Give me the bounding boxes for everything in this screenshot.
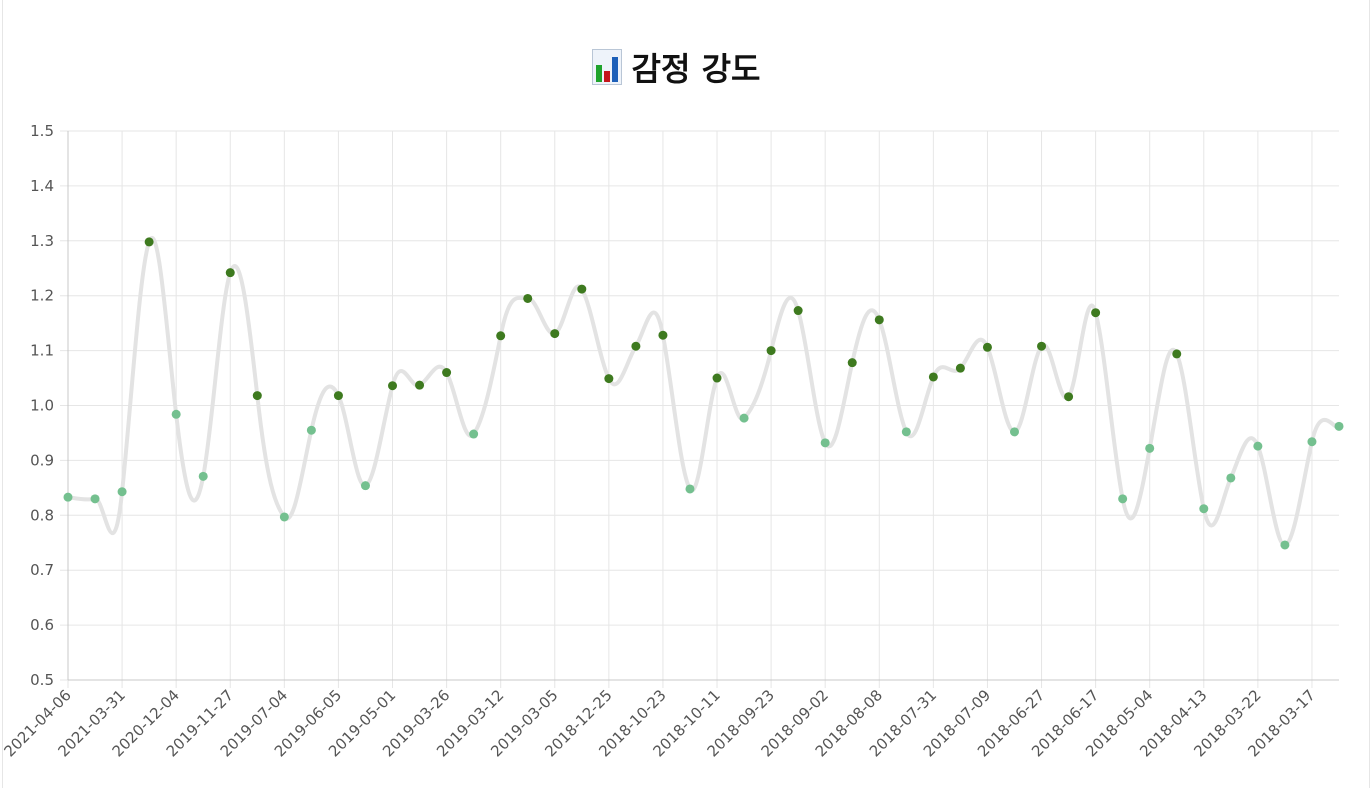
axes	[67, 131, 1339, 681]
data-point	[1226, 473, 1236, 483]
chart-title-area: 감정 강도	[0, 44, 1352, 90]
y-tick-label: 0.5	[30, 671, 54, 689]
data-point	[1307, 437, 1317, 447]
data-point	[955, 363, 965, 373]
bar-chart-icon	[591, 49, 622, 85]
data-point	[1118, 494, 1128, 504]
y-tick-label: 1.3	[30, 232, 54, 250]
data-point	[1199, 504, 1209, 514]
data-point	[1037, 341, 1047, 351]
data-point	[63, 492, 73, 502]
data-point	[766, 346, 776, 356]
data-point	[252, 391, 262, 401]
y-tick-label: 0.6	[30, 616, 54, 634]
data-point	[739, 413, 749, 423]
data-point	[685, 484, 695, 494]
data-point	[550, 329, 560, 339]
data-point	[712, 373, 722, 383]
grid-lines	[60, 130, 1339, 688]
data-point	[793, 306, 803, 316]
data-point	[225, 268, 235, 278]
data-point	[1009, 427, 1019, 437]
data-point	[90, 494, 100, 504]
series-line-path	[66, 236, 1341, 547]
data-point	[1280, 540, 1290, 550]
y-tick-label: 1.1	[30, 342, 54, 360]
data-point	[523, 293, 533, 303]
data-point	[171, 409, 181, 419]
series-line	[66, 236, 1341, 547]
data-point	[388, 381, 398, 391]
data-point	[1334, 421, 1344, 431]
y-axis-tick-labels: 0.5 0.6 0.7 0.8 0.9 1.0 1.1 1.2 1.3 1.4 1.5	[30, 122, 54, 689]
data-point	[1091, 308, 1101, 318]
data-point	[928, 372, 938, 382]
data-point	[415, 380, 425, 390]
data-point	[604, 374, 614, 384]
data-point	[631, 341, 641, 351]
data-point	[144, 237, 154, 247]
data-point	[1253, 441, 1263, 451]
data-point	[496, 331, 506, 341]
data-point	[577, 284, 587, 294]
data-point	[658, 330, 668, 340]
data-point	[1064, 392, 1074, 402]
data-points	[63, 237, 1344, 550]
y-tick-label: 1.0	[30, 397, 54, 415]
data-point	[117, 487, 127, 497]
chart-title-row: 감정 강도	[591, 44, 761, 90]
data-point	[901, 427, 911, 437]
data-point	[982, 342, 992, 352]
data-point	[1145, 443, 1155, 453]
data-point	[847, 358, 857, 368]
chart-title: 감정 강도	[631, 50, 761, 88]
y-tick-label: 1.4	[30, 177, 54, 195]
data-point	[306, 425, 316, 435]
y-tick-label: 0.7	[30, 561, 54, 579]
x-axis-tick-labels: 2021-04-062021-03-312020-12-042019-11-27…	[0, 686, 1318, 760]
data-point	[874, 315, 884, 325]
data-point	[198, 471, 208, 481]
data-point	[360, 481, 370, 491]
data-point	[820, 438, 830, 448]
data-point	[442, 368, 452, 378]
y-tick-label: 0.8	[30, 506, 54, 524]
data-point	[279, 512, 289, 522]
data-point	[333, 391, 343, 401]
data-point	[469, 429, 479, 439]
y-tick-label: 1.2	[30, 287, 54, 305]
y-tick-label: 0.9	[30, 451, 54, 469]
data-point	[1172, 349, 1182, 359]
y-tick-label: 1.5	[30, 122, 54, 140]
